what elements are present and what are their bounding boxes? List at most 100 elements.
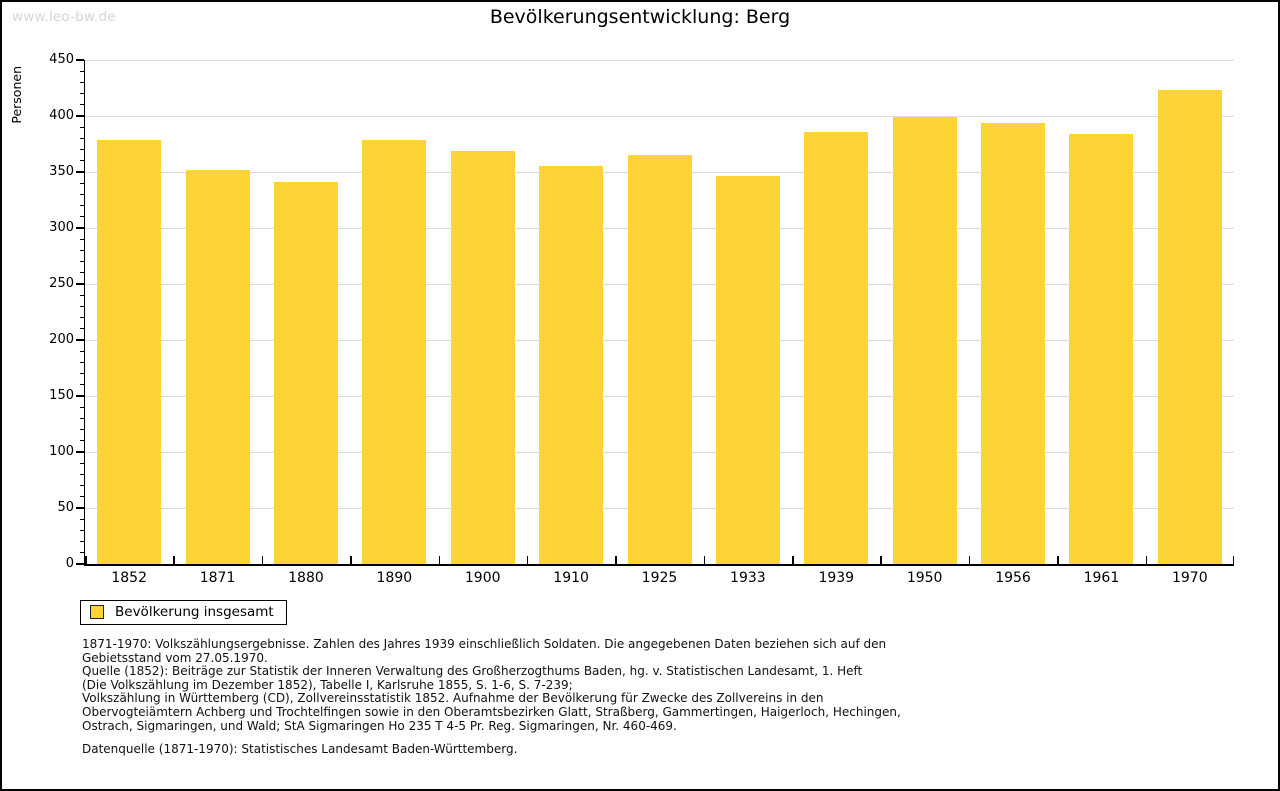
y-tick-label: 400 [49, 108, 74, 123]
y-tick-minor [80, 272, 84, 274]
y-tick-label: 100 [49, 444, 74, 459]
y-tick-minor [80, 305, 84, 307]
bar-1900 [450, 150, 515, 564]
y-tick-minor [80, 406, 84, 408]
y-tick-minor [80, 93, 84, 95]
y-tick-major [76, 507, 84, 509]
x-tick [703, 556, 706, 564]
y-tick-minor [80, 81, 84, 83]
footer-line: Volkszählung in Württemberg (CD), Zollve… [82, 691, 824, 706]
y-tick-label: 0 [65, 556, 74, 571]
y-tick-major [76, 283, 84, 285]
x-label-1925: 1925 [641, 570, 678, 586]
bar-1852 [97, 139, 162, 564]
y-tick-major [76, 451, 84, 453]
y-tick-minor [80, 216, 84, 218]
y-tick-major [76, 59, 84, 61]
y-tick-minor [80, 462, 84, 464]
y-tick-major [76, 115, 84, 117]
page-title: Bevölkerungsentwicklung: Berg [489, 6, 791, 28]
bar-1956 [981, 122, 1046, 564]
x-tick [350, 556, 352, 564]
x-label-1961: 1961 [1083, 570, 1120, 586]
x-label-1890: 1890 [376, 570, 413, 586]
footer-line: Quelle (1852): Beiträge zur Statistik de… [82, 664, 863, 679]
x-tick [173, 556, 175, 564]
y-tick-minor [80, 429, 84, 431]
y-tick-label: 50 [57, 500, 74, 515]
x-label-1939: 1939 [818, 570, 855, 586]
y-tick-minor [80, 496, 84, 498]
x-tick [438, 556, 441, 564]
y-tick-minor [80, 373, 84, 375]
bar-1910 [539, 166, 604, 564]
x-tick [1057, 556, 1059, 564]
y-tick-minor [80, 485, 84, 487]
x-tick [792, 556, 794, 564]
y-tick-label: 300 [49, 220, 74, 235]
y-tick-minor [80, 440, 84, 442]
y-tick-label: 200 [49, 332, 74, 347]
y-tick-minor [80, 518, 84, 520]
y-tick-minor [80, 104, 84, 106]
x-tick [615, 556, 617, 564]
y-tick-minor [80, 317, 84, 319]
x-tick [1232, 556, 1234, 564]
x-label-1871: 1871 [199, 570, 236, 586]
y-tick-minor [80, 541, 84, 543]
x-tick [261, 556, 264, 564]
bar-1880 [273, 182, 338, 564]
x-tick [1145, 556, 1148, 564]
legend: Bevölkerung insgesamt [80, 600, 287, 625]
bar-1950 [892, 117, 957, 564]
bar-1970 [1157, 90, 1222, 564]
bar-1933 [715, 176, 780, 564]
y-tick-minor [80, 473, 84, 475]
footer-line: Obervogteiämtern Achberg und Trochtelfin… [82, 704, 901, 719]
footer-line: (Die Volkszählung im Dezember 1852), Tab… [82, 677, 573, 692]
legend-label: Bevölkerung insgesamt [115, 604, 274, 620]
y-tick-minor [80, 261, 84, 263]
bar-1961 [1069, 133, 1134, 564]
y-tick-minor [80, 137, 84, 139]
y-tick-minor [80, 384, 84, 386]
x-label-1956: 1956 [995, 570, 1031, 586]
y-tick-minor [80, 238, 84, 240]
bar-1890 [362, 139, 427, 564]
y-tick-major [76, 339, 84, 341]
y-tick-label: 450 [49, 52, 74, 67]
x-label-1852: 1852 [111, 570, 147, 586]
x-tick [968, 556, 971, 564]
y-tick-minor [80, 149, 84, 151]
x-label-1933: 1933 [730, 570, 766, 586]
bar-1925 [627, 155, 692, 564]
y-tick-minor [80, 160, 84, 162]
y-tick-minor [80, 417, 84, 419]
footer-line: 1871-1970: Volkszählungsergebnisse. Zahl… [82, 637, 887, 651]
y-tick-major [76, 563, 84, 565]
y-axis-title: Personen [9, 66, 24, 124]
x-tick [880, 556, 882, 564]
y-tick-minor [80, 328, 84, 330]
x-label-1880: 1880 [288, 570, 324, 586]
x-tick [526, 556, 529, 564]
bar-1871 [185, 169, 250, 564]
y-tick-minor [80, 205, 84, 207]
x-label-1910: 1910 [553, 570, 589, 586]
y-tick-minor [80, 70, 84, 72]
footer-line: Ostrach, Sigmaringen, und Wald; StA Sigm… [82, 718, 677, 733]
x-label-1950: 1950 [906, 570, 943, 586]
gridline-400 [85, 115, 1234, 117]
gridline-450 [85, 59, 1234, 61]
y-tick-label: 350 [49, 164, 74, 179]
y-tick-label: 150 [49, 388, 74, 403]
y-tick-minor [80, 182, 84, 184]
y-tick-label: 250 [49, 276, 74, 291]
y-tick-minor [80, 529, 84, 531]
y-tick-major [76, 227, 84, 229]
y-tick-minor [80, 294, 84, 296]
x-label-1900: 1900 [464, 570, 501, 586]
x-label-1970: 1970 [1171, 570, 1208, 586]
y-tick-minor [80, 126, 84, 128]
y-tick-major [76, 171, 84, 173]
